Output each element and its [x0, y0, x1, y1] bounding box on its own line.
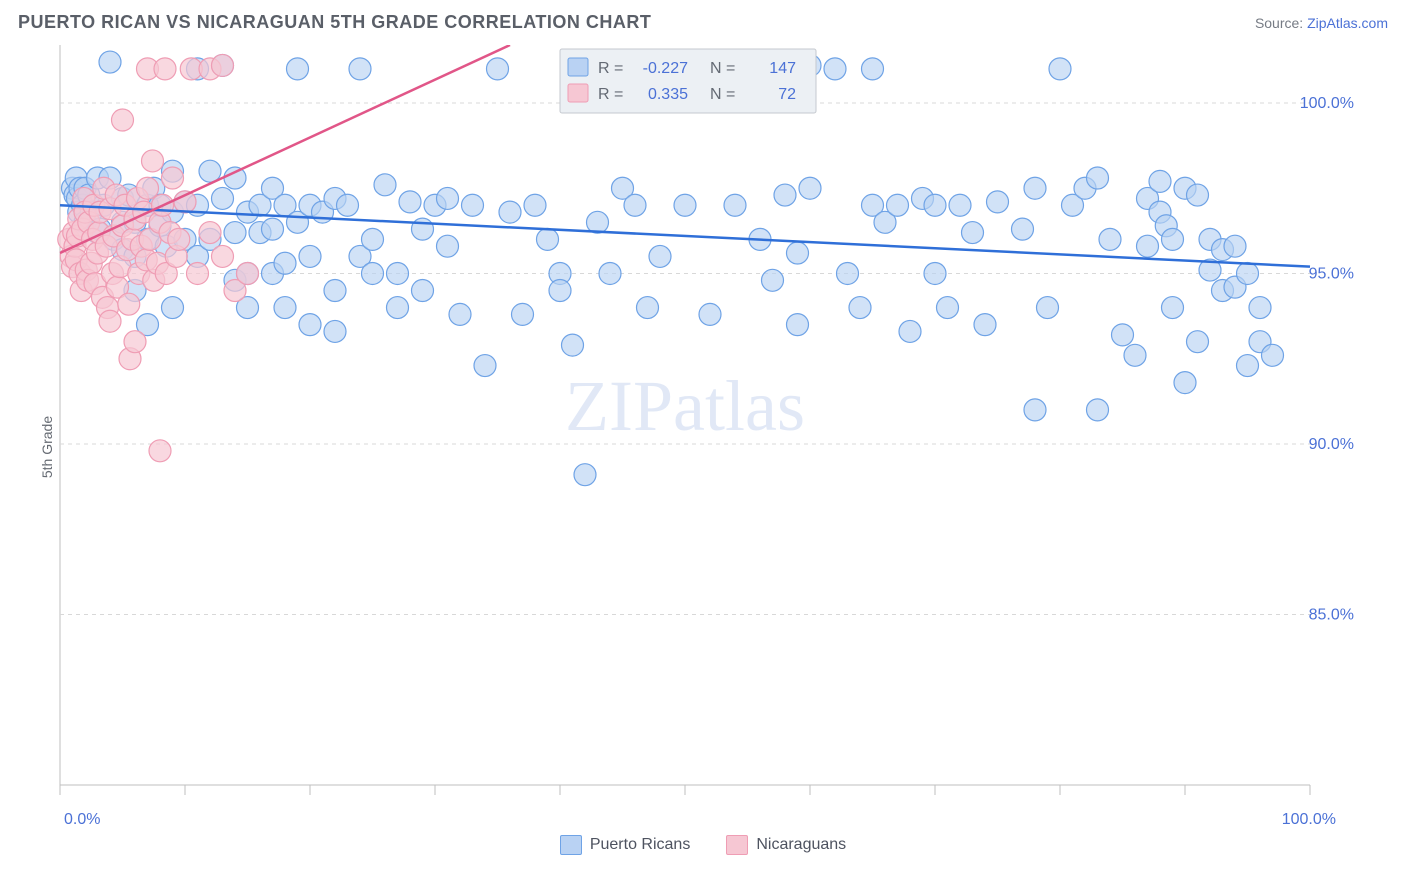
svg-text:R =: R =	[598, 60, 623, 77]
svg-text:-0.227: -0.227	[643, 60, 688, 77]
svg-text:72: 72	[778, 86, 796, 103]
svg-text:N =: N =	[710, 86, 735, 103]
chart-title: PUERTO RICAN VS NICARAGUAN 5TH GRADE COR…	[18, 12, 651, 33]
legend-item: Puerto Ricans	[560, 835, 691, 855]
legend-item: Nicaraguans	[726, 835, 846, 855]
source-prefix: Source:	[1255, 15, 1307, 31]
source-link[interactable]: ZipAtlas.com	[1307, 15, 1388, 31]
svg-text:147: 147	[769, 60, 796, 77]
legend-label: Puerto Ricans	[590, 836, 691, 853]
legend-swatch	[726, 835, 748, 855]
svg-text:85.0%: 85.0%	[1309, 606, 1354, 623]
svg-text:95.0%: 95.0%	[1309, 265, 1354, 282]
chart-container: 5th Grade 85.0% 90.0% 95.0% 100.0% ZIPatlas R…	[18, 39, 1388, 855]
svg-text:ZIPatlas: ZIPatlas	[565, 366, 805, 446]
chart-source: Source: ZipAtlas.com	[1255, 15, 1388, 31]
legend-label: Nicaraguans	[756, 836, 846, 853]
bottom-legend: Puerto Ricans Nicaraguans	[18, 835, 1388, 855]
svg-text:90.0%: 90.0%	[1309, 436, 1354, 453]
legend-swatch	[560, 835, 582, 855]
scatter-chart: 85.0% 90.0% 95.0% 100.0% ZIPatlas R = -0.227 N …	[18, 39, 1358, 809]
x-axis-end-labels: 0.0% 100.0%	[60, 809, 1340, 829]
svg-text:N =: N =	[710, 60, 735, 77]
x-min-label: 0.0%	[64, 811, 100, 829]
x-max-label: 100.0%	[1282, 811, 1336, 829]
svg-text:0.335: 0.335	[648, 86, 688, 103]
chart-header: PUERTO RICAN VS NICARAGUAN 5TH GRADE COR…	[0, 0, 1406, 39]
y-axis-label: 5th Grade	[39, 416, 55, 478]
svg-text:R =: R =	[598, 86, 623, 103]
svg-text:100.0%: 100.0%	[1300, 95, 1354, 112]
